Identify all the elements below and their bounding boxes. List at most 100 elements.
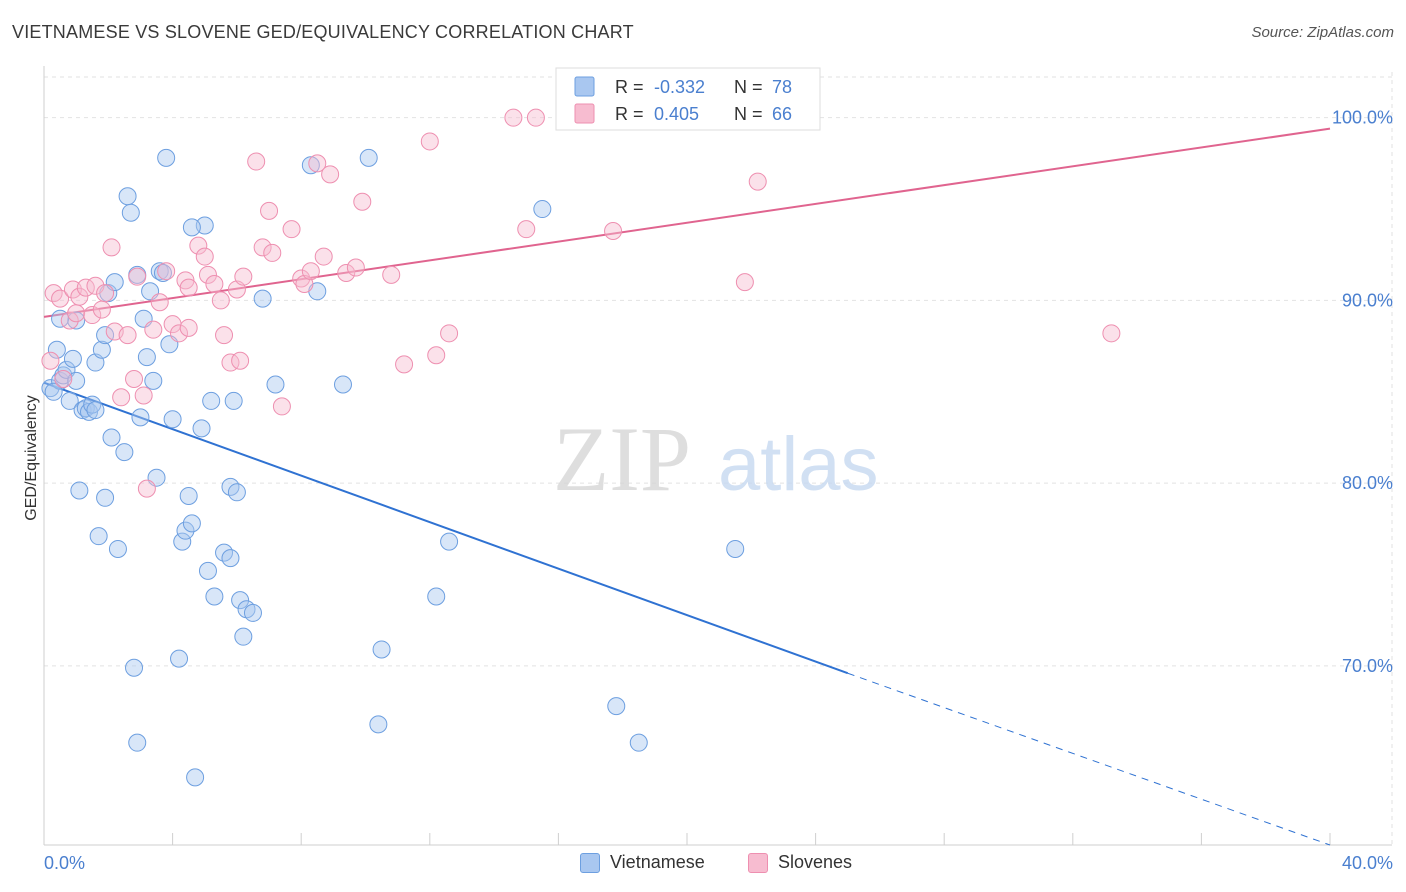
point-blue-37 (173, 532, 192, 551)
point-blue-68 (726, 539, 745, 558)
point-blue-64 (440, 532, 459, 551)
point-blue-77 (86, 401, 105, 420)
point-blue-44 (198, 561, 217, 580)
point-blue-54 (243, 603, 262, 622)
point-pink-6 (67, 304, 86, 323)
point-blue-21 (115, 443, 134, 462)
point-blue-38 (176, 521, 195, 540)
point-pink-50 (337, 264, 356, 283)
point-blue-27 (137, 348, 156, 367)
legend-swatch-0 (574, 76, 595, 97)
point-pink-49 (321, 165, 340, 184)
point-pink-47 (308, 154, 327, 173)
point-blue-74 (221, 549, 240, 568)
point-blue-63 (427, 587, 446, 606)
point-pink-58 (504, 108, 523, 127)
point-pink-53 (382, 265, 401, 284)
y-tick-label-1: 80.0% (1342, 473, 1393, 493)
point-blue-33 (157, 148, 176, 167)
point-blue-24 (125, 658, 144, 677)
point-blue-8 (70, 481, 89, 500)
point-pink-3 (54, 370, 73, 389)
point-pink-32 (211, 291, 230, 310)
point-blue-31 (150, 262, 169, 281)
point-blue-60 (359, 148, 378, 167)
point-blue-57 (301, 156, 320, 175)
point-pink-23 (157, 262, 176, 281)
y-tick-label-2: 90.0% (1342, 290, 1393, 310)
legend-label-slovenes: Slovenes (778, 852, 853, 872)
legend-box (555, 67, 821, 131)
point-pink-33 (215, 326, 234, 345)
point-blue-42 (192, 419, 211, 438)
point-pink-15 (112, 388, 131, 407)
watermark: ZIP atlas (553, 408, 879, 510)
legend-swatch-pink (748, 852, 768, 873)
point-pink-31 (205, 274, 224, 293)
point-pink-44 (292, 269, 311, 288)
point-pink-12 (96, 284, 115, 303)
watermark-atlas: atlas (718, 422, 879, 507)
point-pink-0 (41, 351, 60, 370)
point-blue-51 (231, 591, 250, 610)
point-pink-54 (395, 355, 414, 374)
point-pink-39 (253, 238, 272, 257)
point-blue-36 (170, 649, 189, 668)
point-pink-7 (70, 287, 89, 306)
point-pink-51 (346, 258, 365, 277)
point-blue-22 (118, 187, 137, 206)
point-blue-50 (227, 483, 246, 502)
legend-r-label-1: R = (615, 104, 644, 124)
legend-n-label-1: N = (734, 104, 763, 124)
point-blue-61 (369, 715, 388, 734)
point-pink-36 (231, 351, 250, 370)
point-pink-13 (102, 238, 121, 257)
legend-item-vietnamese: Vietnamese (580, 852, 705, 873)
point-blue-32 (153, 264, 172, 283)
point-pink-30 (198, 265, 217, 284)
chart-title: VIETNAMESE VS SLOVENE GED/EQUIVALENCY CO… (12, 22, 634, 42)
point-blue-18 (102, 428, 121, 447)
y-axis-label: GED/Equivalency (23, 395, 40, 520)
y-tick-label-3: 100.0% (1332, 108, 1393, 128)
point-pink-63 (748, 172, 767, 191)
point-blue-41 (186, 768, 205, 787)
point-pink-22 (150, 293, 169, 312)
legend-swatch-blue (580, 852, 600, 873)
point-blue-56 (266, 375, 285, 394)
point-pink-16 (118, 326, 137, 345)
point-pink-17 (125, 370, 144, 389)
legend-r-value-0: -0.332 (654, 77, 705, 97)
point-blue-46 (205, 587, 224, 606)
point-pink-55 (420, 132, 439, 151)
point-blue-9 (73, 401, 92, 420)
point-pink-20 (137, 479, 156, 498)
legend-swatch-1 (574, 103, 595, 124)
x-tick-label-1: 40.0% (1342, 853, 1393, 873)
axes (43, 66, 1392, 846)
point-pink-61 (604, 221, 623, 240)
point-blue-55 (253, 289, 272, 308)
legend-bottom: Vietnamese Slovenes (0, 852, 1406, 878)
point-pink-18 (128, 267, 147, 286)
point-blue-16 (96, 488, 115, 507)
point-blue-71 (96, 326, 115, 345)
trend-lines (43, 127, 1331, 846)
point-blue-12 (83, 395, 102, 414)
point-blue-25 (128, 733, 147, 752)
point-blue-5 (60, 391, 79, 410)
point-blue-70 (67, 311, 86, 330)
point-pink-4 (60, 311, 79, 330)
point-blue-20 (108, 539, 127, 558)
point-pink-11 (92, 300, 111, 319)
point-pink-40 (260, 201, 279, 220)
point-pink-43 (282, 220, 301, 239)
trend-line-dashed-0 (847, 672, 1331, 846)
point-pink-29 (195, 247, 214, 266)
point-blue-14 (89, 527, 108, 546)
point-blue-15 (92, 340, 111, 359)
point-blue-72 (131, 408, 150, 427)
point-pink-59 (526, 108, 545, 127)
point-pink-48 (314, 247, 333, 266)
